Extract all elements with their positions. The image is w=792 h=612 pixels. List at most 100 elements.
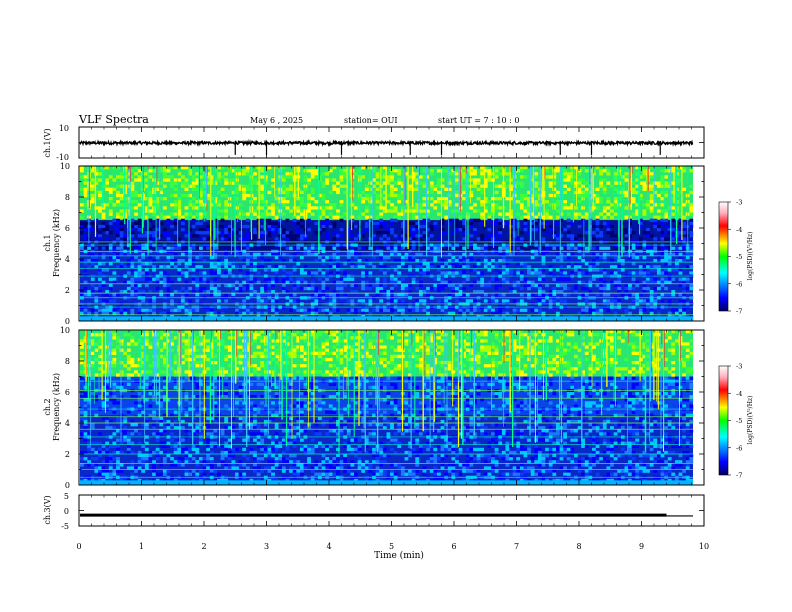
- spec-cell: [144, 336, 149, 340]
- spec-cell: [642, 187, 647, 191]
- spec-cell: [545, 169, 549, 173]
- spec-cell: [566, 246, 571, 250]
- spec-cell: [534, 221, 539, 226]
- spec-cell: [382, 265, 387, 269]
- spec-cell: [328, 224, 333, 229]
- spec-cell: [523, 224, 528, 229]
- start-time-label: start UT = 7 : 10 : 0: [438, 116, 519, 125]
- spec-cell: [418, 203, 423, 207]
- spec-cell: [332, 184, 337, 188]
- spec-cell: [130, 339, 135, 343]
- spec-cell: [245, 262, 250, 266]
- spec-cell: [108, 190, 113, 195]
- spec-cell: [87, 367, 92, 371]
- spec-cell: [159, 221, 164, 226]
- spec-cell: [206, 181, 211, 185]
- spec-cell: [555, 283, 560, 288]
- spec-cell: [534, 218, 539, 222]
- spec-cell: [141, 457, 146, 461]
- spec-cell: [217, 268, 221, 272]
- spec-cell: [559, 212, 564, 216]
- spec-cell: [617, 259, 622, 263]
- spec-cell: [166, 410, 171, 414]
- spec-cell: [451, 262, 456, 266]
- spec-cell: [444, 231, 448, 235]
- spec-cell: [130, 293, 135, 297]
- spec-cell: [321, 280, 326, 284]
- spec-cell: [126, 203, 131, 207]
- spec-cell: [238, 231, 243, 235]
- spec-cell: [519, 308, 524, 312]
- spec-cell: [202, 286, 207, 291]
- spec-cell: [166, 246, 171, 250]
- spec-cell: [296, 277, 301, 281]
- spec-cell: [581, 215, 586, 219]
- spec-cell: [393, 265, 398, 269]
- spec-cell: [433, 286, 438, 291]
- spec-cell: [393, 293, 398, 297]
- spec-cell: [584, 262, 589, 266]
- spec-cell: [188, 460, 192, 464]
- spec-cell: [667, 169, 672, 173]
- spec-cell: [119, 215, 124, 219]
- spec-cell: [426, 286, 430, 291]
- spec-cell: [98, 469, 102, 473]
- spec-cell: [649, 293, 654, 297]
- spec-cell: [516, 268, 521, 272]
- spec-cell: [321, 271, 326, 275]
- spec-cell: [116, 215, 120, 219]
- spec-cell: [116, 438, 120, 442]
- spec-cell: [188, 169, 192, 173]
- spec-cell: [415, 308, 420, 312]
- spec-cell: [566, 231, 571, 235]
- spec-cell: [415, 259, 420, 263]
- spec-cell: [307, 169, 311, 173]
- spec-cell: [559, 259, 564, 263]
- spec-cell: [195, 444, 200, 448]
- spec-cell: [519, 206, 524, 210]
- spec-cell: [206, 175, 211, 179]
- spec-cell: [682, 166, 686, 170]
- spec-cell: [339, 169, 344, 173]
- spec-cell: [116, 246, 120, 250]
- spec-cell: [577, 255, 582, 260]
- spec-cell: [664, 252, 668, 257]
- spec-cell: [238, 212, 243, 216]
- spec-cell: [418, 308, 423, 312]
- spec-cell: [447, 283, 452, 288]
- spec-cell: [566, 262, 571, 266]
- spec-cell: [328, 206, 333, 210]
- spec-cell: [166, 419, 171, 424]
- spec-cell: [98, 466, 102, 470]
- spec-cell: [628, 271, 632, 275]
- spec-cell: [469, 299, 474, 303]
- spec-cell: [364, 271, 369, 275]
- spec-cell: [397, 197, 402, 201]
- spec-cell: [631, 190, 636, 195]
- spec-cell: [253, 209, 257, 213]
- spec-cell: [581, 206, 586, 210]
- spec-cell: [660, 277, 665, 281]
- spec-cell: [332, 206, 337, 210]
- spec-cell: [126, 367, 131, 371]
- spec-cell: [173, 401, 178, 405]
- spec-cell: [101, 308, 106, 312]
- spec-cell: [299, 212, 304, 216]
- spec-cell: [271, 178, 275, 182]
- spec-cell: [112, 450, 117, 455]
- spec-cell: [98, 178, 102, 182]
- spec-cell: [231, 290, 236, 294]
- spec-cell: [213, 293, 218, 297]
- spec-cell: [98, 224, 102, 229]
- spec-cell: [584, 169, 589, 173]
- spec-cell: [577, 172, 582, 176]
- spec-cell: [105, 361, 110, 365]
- spec-cell: [101, 252, 106, 257]
- spec-cell: [227, 283, 232, 288]
- spec-cell: [664, 169, 668, 173]
- spec-cell: [588, 224, 593, 229]
- spec-cell: [678, 206, 683, 210]
- spec-cell: [415, 252, 420, 257]
- spec-cell: [393, 268, 398, 272]
- spec-cell: [462, 293, 467, 297]
